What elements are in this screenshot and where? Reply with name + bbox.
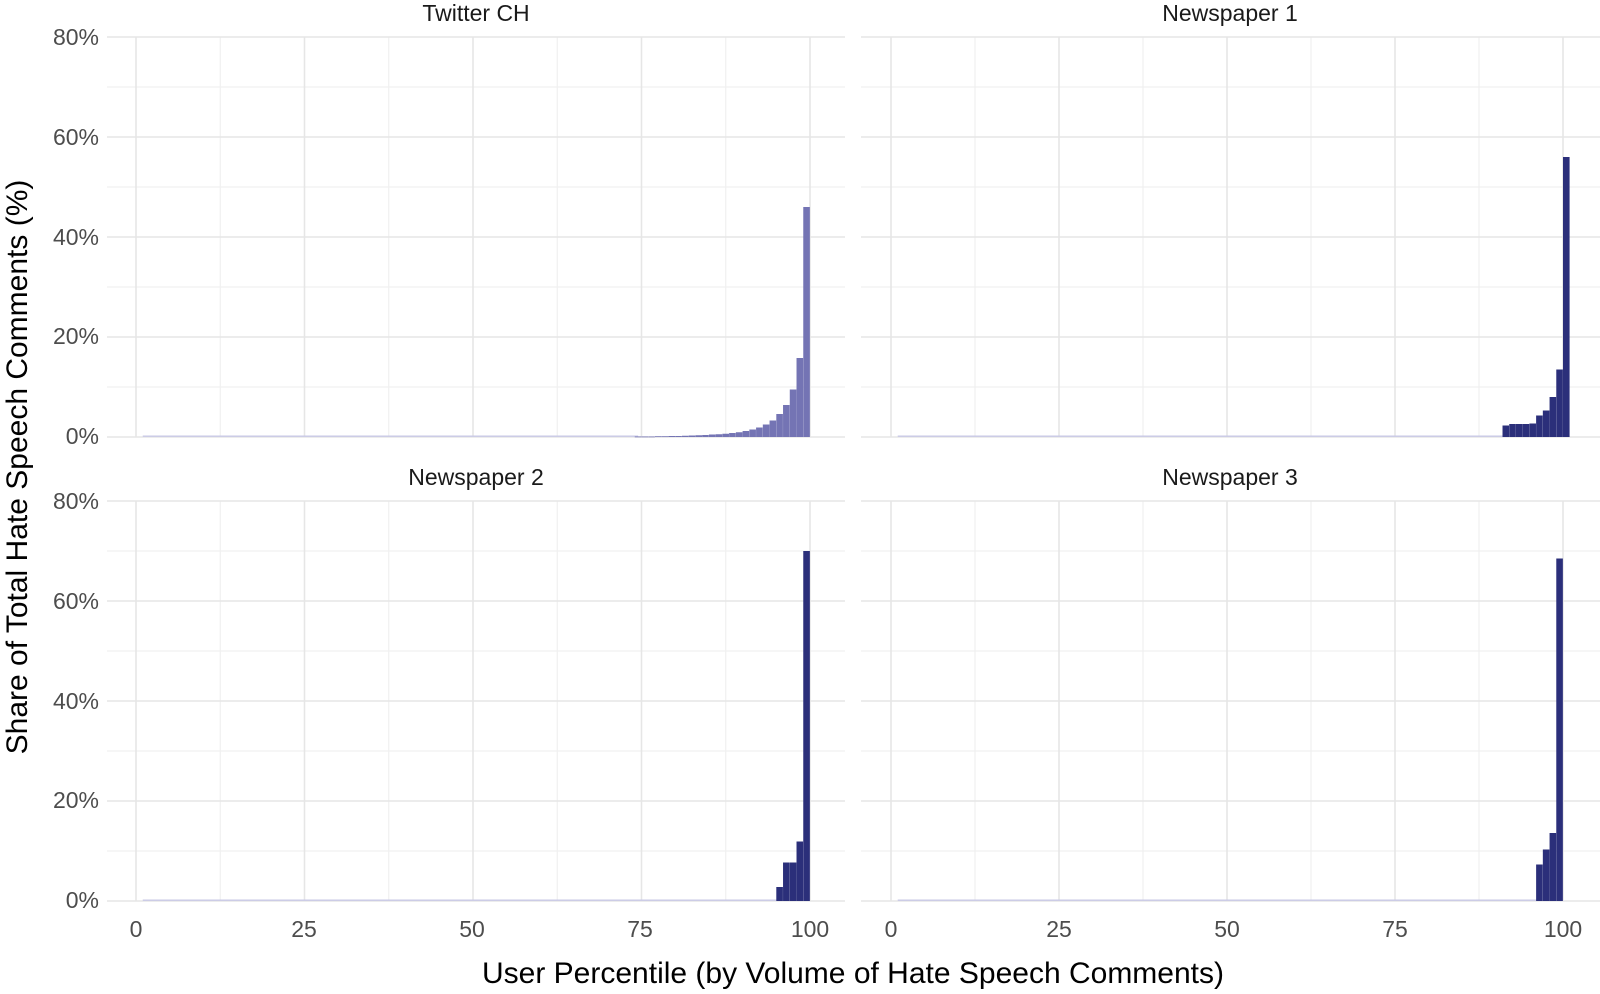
y-tick-label: 40% [53,224,99,250]
bar [722,433,729,437]
x-tick-label: 100 [1544,916,1582,942]
bar [1536,864,1543,901]
bar [1509,424,1516,437]
x-tick-label: 0 [130,916,143,942]
bar [776,887,783,901]
bar [769,420,777,437]
bar [1536,415,1543,437]
bar [729,433,736,437]
bar [1515,424,1523,437]
x-tick-label: 75 [1382,916,1408,942]
bar [776,414,783,437]
y-tick-label: 20% [53,323,99,349]
bar [702,435,709,437]
x-tick-label: 50 [459,916,485,942]
panel-title-newspaper-2: Newspaper 2 [408,464,544,490]
panel-title-newspaper-1: Newspaper 1 [1162,0,1298,26]
bar [749,429,756,437]
bar [762,424,770,437]
panel-newspaper-3 [861,500,1600,902]
y-tick-label: 60% [53,588,99,614]
bar [634,436,642,438]
panel-newspaper-1 [861,36,1600,438]
bar [1502,425,1510,437]
bar [1563,157,1570,437]
panels-layer [107,36,1600,902]
bar [789,862,797,901]
x-tick-label: 25 [291,916,317,942]
bar [715,434,723,437]
bar [675,436,682,437]
y-tick-label: 20% [53,787,99,813]
bar [756,427,763,437]
bar [1522,424,1530,437]
bar [648,436,655,438]
x-tick-label: 100 [791,916,829,942]
x-tick-label: 75 [627,916,653,942]
bar [789,389,797,437]
bar [803,207,810,437]
bar [796,841,804,901]
bar [661,436,669,438]
bar [708,434,716,437]
y-tick-label: 40% [53,688,99,714]
panel-newspaper-2 [107,500,845,902]
x-tick-label: 50 [1214,916,1240,942]
bar [641,436,649,438]
bar [688,435,696,437]
x-axis-title: User Percentile (by Volume of Hate Speec… [482,957,1224,990]
bar [796,358,804,437]
bar [1549,397,1557,437]
bar [1549,833,1557,901]
bar [1529,423,1536,437]
panel-title-newspaper-3: Newspaper 3 [1162,464,1298,490]
y-tick-label: 0% [66,887,99,913]
y-tick-label: 80% [53,24,99,50]
bar [1542,849,1550,901]
bar [783,405,790,437]
bar [654,436,662,438]
bar [695,435,703,437]
bar [783,862,790,901]
bar [803,551,810,901]
y-tick-label: 60% [53,124,99,150]
panel-twitter-ch [107,36,845,438]
bar [742,431,750,437]
bar [1556,369,1563,437]
bar [735,432,743,437]
y-tick-label: 80% [53,488,99,514]
y-axis-title: Share of Total Hate Speech Comments (%) [1,180,34,755]
x-tick-label: 25 [1046,916,1072,942]
bar [668,436,676,437]
bar [681,435,689,437]
x-tick-label: 0 [885,916,898,942]
panel-title-twitter-ch: Twitter CH [422,0,529,26]
bar [1542,410,1550,437]
bar [1556,558,1563,901]
y-tick-label: 0% [66,423,99,449]
